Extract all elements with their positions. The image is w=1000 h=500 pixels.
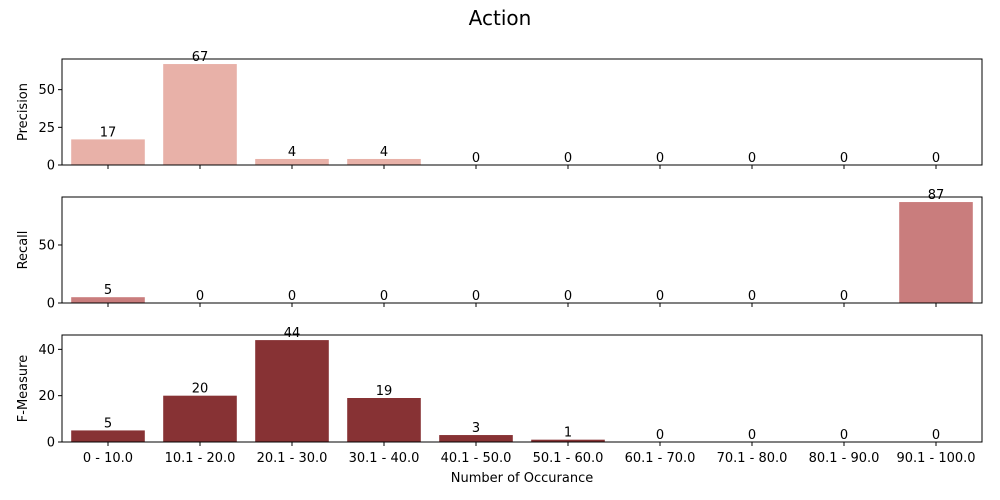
- bar: [71, 139, 145, 165]
- data-label: 3: [472, 421, 480, 436]
- x-tick-label: 0 - 10.0: [83, 451, 133, 466]
- y-axis-label: Recall: [16, 231, 31, 270]
- bar: [255, 340, 329, 442]
- data-label: 0: [288, 289, 296, 304]
- bar: [163, 64, 237, 165]
- y-tick-label: 50: [38, 238, 55, 253]
- bar: [439, 435, 513, 442]
- bar: [71, 297, 145, 303]
- x-tick-label: 60.1 - 70.0: [625, 451, 696, 466]
- x-tick-label: 90.1 - 100.0: [896, 451, 975, 466]
- data-label: 67: [192, 50, 209, 65]
- data-label: 4: [288, 145, 296, 160]
- bar: [71, 430, 145, 442]
- x-tick-label: 10.1 - 20.0: [165, 451, 236, 466]
- data-label: 4: [380, 145, 388, 160]
- data-label: 19: [376, 384, 393, 399]
- data-label: 0: [840, 289, 848, 304]
- data-label: 0: [656, 289, 664, 304]
- y-tick-label: 0: [47, 297, 55, 312]
- data-label: 0: [748, 428, 756, 443]
- data-label: 0: [748, 151, 756, 166]
- data-label: 0: [472, 289, 480, 304]
- x-tick-label: 40.1 - 50.0: [441, 451, 512, 466]
- y-tick-label: 25: [38, 121, 55, 136]
- y-axis-label: Precision: [16, 83, 31, 141]
- data-label: 0: [840, 428, 848, 443]
- bar: [163, 395, 237, 442]
- y-tick-label: 20: [38, 389, 55, 404]
- chart-title: Action: [469, 6, 532, 30]
- x-axis-title: Number of Occurance: [451, 471, 593, 486]
- panel-frame: [61, 334, 983, 443]
- data-label: 5: [104, 283, 112, 298]
- data-label: 5: [104, 416, 112, 431]
- data-label: 0: [564, 289, 572, 304]
- data-label: 1: [564, 426, 572, 441]
- x-tick-label: 20.1 - 30.0: [257, 451, 328, 466]
- data-label: 87: [928, 188, 945, 203]
- y-tick-label: 50: [38, 83, 55, 98]
- x-tick-label: 70.1 - 80.0: [717, 451, 788, 466]
- data-label: 0: [932, 428, 940, 443]
- data-label: 0: [840, 151, 848, 166]
- y-tick-label: 40: [38, 343, 55, 358]
- data-label: 0: [932, 151, 940, 166]
- bar: [531, 439, 605, 442]
- x-tick-label: 30.1 - 40.0: [349, 451, 420, 466]
- data-label: 20: [192, 382, 209, 397]
- y-tick-label: 0: [47, 159, 55, 174]
- bar: [347, 158, 421, 165]
- bar: [255, 158, 329, 165]
- panel-frame: [61, 196, 983, 304]
- bar: [347, 398, 421, 442]
- data-label: 44: [284, 326, 301, 341]
- data-label: 0: [472, 151, 480, 166]
- y-axis-label: F-Measure: [16, 355, 31, 422]
- y-tick-label: 0: [47, 436, 55, 451]
- data-label: 0: [656, 151, 664, 166]
- data-label: 0: [564, 151, 572, 166]
- x-tick-label: 50.1 - 60.0: [533, 451, 604, 466]
- bar: [899, 202, 973, 303]
- data-label: 0: [656, 428, 664, 443]
- data-label: 17: [100, 125, 117, 140]
- x-tick-label: 80.1 - 90.0: [809, 451, 880, 466]
- data-label: 0: [196, 289, 204, 304]
- data-label: 0: [380, 289, 388, 304]
- panel-frame: [61, 58, 983, 166]
- data-label: 0: [748, 289, 756, 304]
